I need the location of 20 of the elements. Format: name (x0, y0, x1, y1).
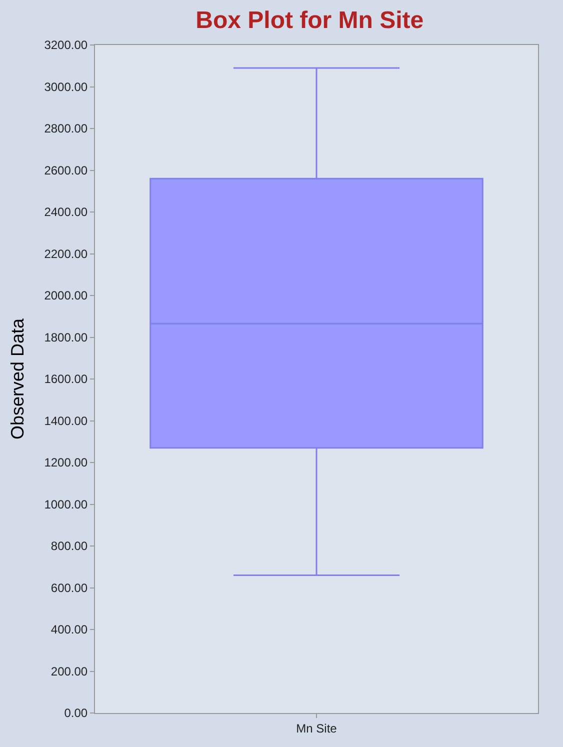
y-tick-label: 2200.00 (44, 246, 88, 261)
y-tick-label: 2000.00 (44, 288, 88, 303)
y-tick-label: 2600.00 (44, 163, 88, 178)
y-tick-label: 2400.00 (44, 205, 88, 220)
y-tick-label: 800.00 (50, 539, 88, 554)
y-tick-label: 0.00 (64, 706, 88, 720)
y-tick-label: 1000.00 (44, 497, 88, 512)
y-tick-label: 1400.00 (44, 414, 88, 428)
y-tick-label: 3200.00 (44, 38, 88, 52)
y-tick-label: 3000.00 (44, 80, 88, 94)
x-tick-label: Mn Site (296, 721, 338, 736)
chart-title: Box Plot for Mn Site (196, 7, 424, 34)
y-tick-label: 1800.00 (44, 330, 88, 344)
y-tick-label: 200.00 (50, 664, 88, 678)
y-tick-label: 400.00 (50, 622, 88, 637)
y-axis-title: Observed Data (7, 317, 28, 440)
y-tick-label: 1600.00 (44, 372, 88, 386)
y-tick-label: 1200.00 (44, 456, 88, 470)
y-tick-label: 2800.00 (44, 122, 88, 136)
y-tick-label: 600.00 (50, 580, 88, 595)
